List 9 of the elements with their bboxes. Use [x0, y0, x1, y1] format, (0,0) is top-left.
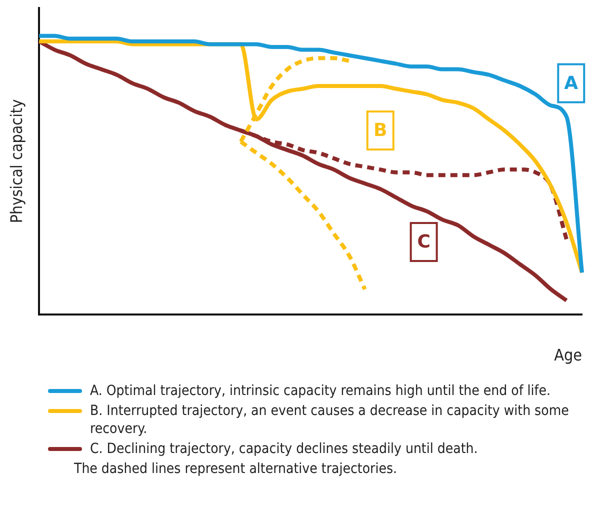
annotation: C: [417, 232, 430, 253]
annotation: B: [374, 120, 388, 142]
legend-label: A. Optimal trajectory, intrinsic capacity remains high until the end of life.: [90, 382, 552, 400]
legend-label: C. Declining trajectory, capacity declines steadily until death.: [90, 440, 479, 458]
x-axis-title: Age: [554, 346, 582, 365]
y-axis-title: Physical capacity: [6, 98, 26, 224]
text: The dashed lines represent alternative trajectories.: [74, 460, 398, 478]
annotation: A: [564, 72, 578, 94]
legend-label: B. Interrupted trajectory, an event causes a decrease in capacity with some recovery.: [90, 402, 570, 438]
